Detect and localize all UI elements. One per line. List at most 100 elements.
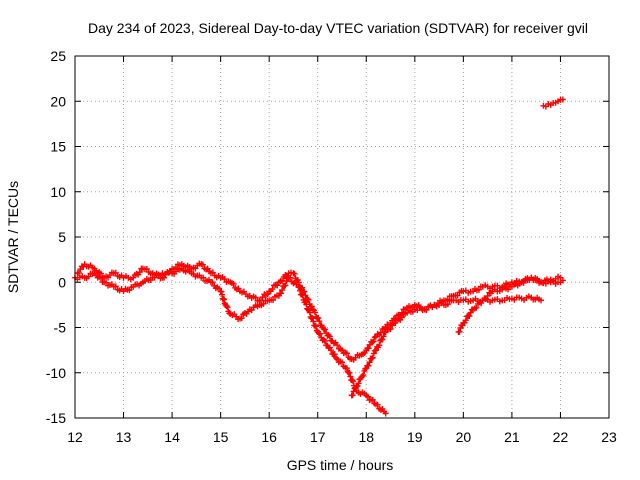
chart-title: Day 234 of 2023, Sidereal Day-to-day VTE…: [88, 20, 588, 36]
data-point-fill: [355, 380, 362, 387]
data-point-fill: [444, 301, 451, 308]
data-point-fill: [398, 314, 405, 321]
data-point-fill: [291, 270, 298, 277]
data-points: [72, 96, 566, 417]
data-point-fill: [369, 396, 376, 403]
x-axis-label: GPS time / hours: [287, 457, 394, 473]
data-point: [382, 329, 389, 336]
x-tick-label: 21: [504, 429, 520, 445]
x-tick-label: 13: [116, 429, 132, 445]
data-point-fill: [462, 317, 469, 324]
data-point-fill: [454, 292, 461, 299]
data-point-fill: [316, 318, 323, 325]
data-point-fill: [483, 295, 490, 302]
data-point-fill: [308, 303, 315, 310]
data-point-fill: [371, 334, 378, 341]
data-point-fill: [282, 282, 289, 289]
x-tick-label: 12: [67, 429, 83, 445]
data-point-fill: [303, 301, 310, 308]
y-tick-label: 25: [50, 48, 66, 64]
data-point: [559, 96, 566, 103]
data-point-fill: [328, 347, 335, 354]
data-point-fill: [467, 309, 474, 316]
data-point-fill: [269, 286, 276, 293]
data-point-fill: [143, 265, 150, 272]
data-point-fill: [310, 318, 317, 325]
y-tick-label: -5: [54, 320, 67, 336]
x-tick-label: 20: [456, 429, 472, 445]
y-tick-label: 20: [50, 93, 66, 109]
data-point: [382, 410, 389, 417]
data-point-fill: [224, 304, 231, 311]
data-point-fill: [209, 269, 216, 276]
data-point-fill: [368, 355, 375, 362]
data-point-fill: [252, 294, 259, 301]
data-point-fill: [456, 328, 463, 335]
data-point-fill: [343, 350, 350, 357]
data-point-fill: [312, 309, 319, 316]
series-5: [540, 96, 566, 110]
x-tick-label: 15: [213, 429, 229, 445]
data-point-fill: [331, 351, 338, 358]
y-tick-label: 10: [50, 184, 66, 200]
data-point-fill: [75, 269, 82, 276]
data-point-fill: [200, 274, 207, 281]
data-point-fill: [380, 333, 387, 340]
x-tick-label: 22: [553, 429, 569, 445]
data-point-fill: [278, 290, 285, 297]
series-3: [348, 293, 545, 399]
data-point-fill: [322, 326, 329, 333]
x-tick-label: 17: [310, 429, 326, 445]
data-point-fill: [161, 274, 167, 281]
data-point-fill: [287, 274, 294, 281]
data-point-fill: [326, 333, 333, 340]
x-tick-label: 23: [601, 429, 617, 445]
data-point-fill: [279, 287, 286, 294]
data-point-fill: [85, 273, 92, 280]
data-point-fill: [283, 278, 290, 285]
data-point-fill: [230, 280, 237, 287]
x-tick-label: 14: [164, 429, 180, 445]
data-point-fill: [379, 336, 386, 343]
data-point-fill: [209, 279, 216, 286]
data-point-fill: [374, 401, 381, 408]
data-point: [334, 356, 341, 363]
data-point-fill: [423, 306, 430, 313]
data-point-fill: [297, 287, 304, 294]
data-point-fill: [334, 342, 341, 349]
axis-ticks: 12 13 14 15 16 17 18 19 20 21 22 23 -15 -10 -5 0 5 10 15 20…: [46, 48, 617, 445]
data-point-fill: [484, 292, 491, 299]
data-point: [343, 365, 350, 372]
data-point-fill: [317, 330, 324, 337]
y-tick-label: -15: [46, 410, 66, 426]
data-point-fill: [350, 378, 357, 385]
y-tick-label: 0: [58, 274, 66, 290]
series-4: [455, 273, 564, 336]
data-point-fill: [223, 302, 230, 309]
data-point-fill: [298, 291, 305, 298]
data-point-fill: [473, 304, 480, 311]
data-point-fill: [366, 359, 373, 366]
data-point-fill: [199, 261, 206, 268]
x-tick-label: 16: [261, 429, 277, 445]
y-axis-label: SDTVAR / TECUs: [5, 181, 21, 293]
data-point-fill: [112, 283, 119, 290]
data-point-fill: [112, 269, 119, 276]
x-tick-label: 18: [358, 429, 374, 445]
data-point-fill: [312, 323, 319, 330]
data-point-fill: [466, 313, 473, 320]
y-tick-label: 15: [50, 139, 66, 155]
data-point: [557, 274, 564, 281]
data-point: [305, 306, 312, 313]
data-point-fill: [359, 373, 366, 380]
data-point-fill: [97, 275, 104, 282]
data-point-fill: [274, 282, 281, 289]
data-point-fill: [369, 339, 376, 346]
y-tick-label: 5: [58, 229, 66, 245]
data-point-fill: [304, 295, 311, 302]
data-point-fill: [309, 315, 316, 322]
data-point-fill: [296, 284, 303, 291]
data-point-fill: [347, 373, 354, 380]
